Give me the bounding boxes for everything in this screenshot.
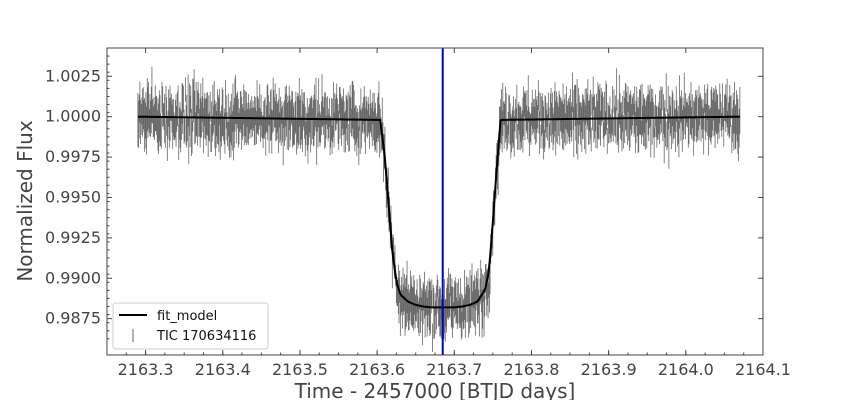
y-tick-label: 0.9875	[45, 309, 101, 328]
x-tick-label: 2163.7	[426, 360, 482, 379]
y-tick-label: 1.0025	[45, 66, 101, 85]
y-tick-label: 0.9975	[45, 147, 101, 166]
legend-data-label: TIC 170634116	[156, 329, 256, 344]
x-axis-label: Time - 2457000 [BTJD days]	[294, 379, 576, 400]
y-tick-label: 0.9950	[45, 187, 101, 206]
legend-box	[112, 302, 269, 350]
fit-model-line	[137, 115, 740, 309]
y-tick-label: 0.9900	[45, 268, 101, 287]
x-axis-ticks: 2163.3 2163.4 2163.5 2163.6 2163.7 2163.8 2163…	[106, 48, 791, 379]
x-tick-label: 2163.6	[349, 360, 405, 379]
y-axis-label: Normalized Flux	[13, 120, 37, 282]
y-axis-ticks: 1.0025 1.0000 0.9975 0.9950 0.9925 0.9900 0.98…	[45, 55, 763, 340]
data-layer	[137, 66, 741, 352]
y-tick-label: 1.0000	[45, 107, 101, 126]
x-tick-label: 2163.9	[581, 360, 637, 379]
x-tick-label: 2163.4	[195, 360, 251, 379]
legend: fit_model TIC 170634116	[112, 302, 269, 350]
x-tick-label: 2164.0	[658, 360, 714, 379]
model-layer	[137, 115, 740, 309]
x-tick-label: 2163.3	[118, 360, 174, 379]
x-tick-label: 2163.8	[503, 360, 559, 379]
legend-model-label: fit_model	[157, 309, 217, 324]
x-tick-label: 2164.1	[735, 360, 791, 379]
x-tick-label: 2163.5	[272, 360, 328, 379]
y-tick-label: 0.9925	[45, 228, 101, 247]
